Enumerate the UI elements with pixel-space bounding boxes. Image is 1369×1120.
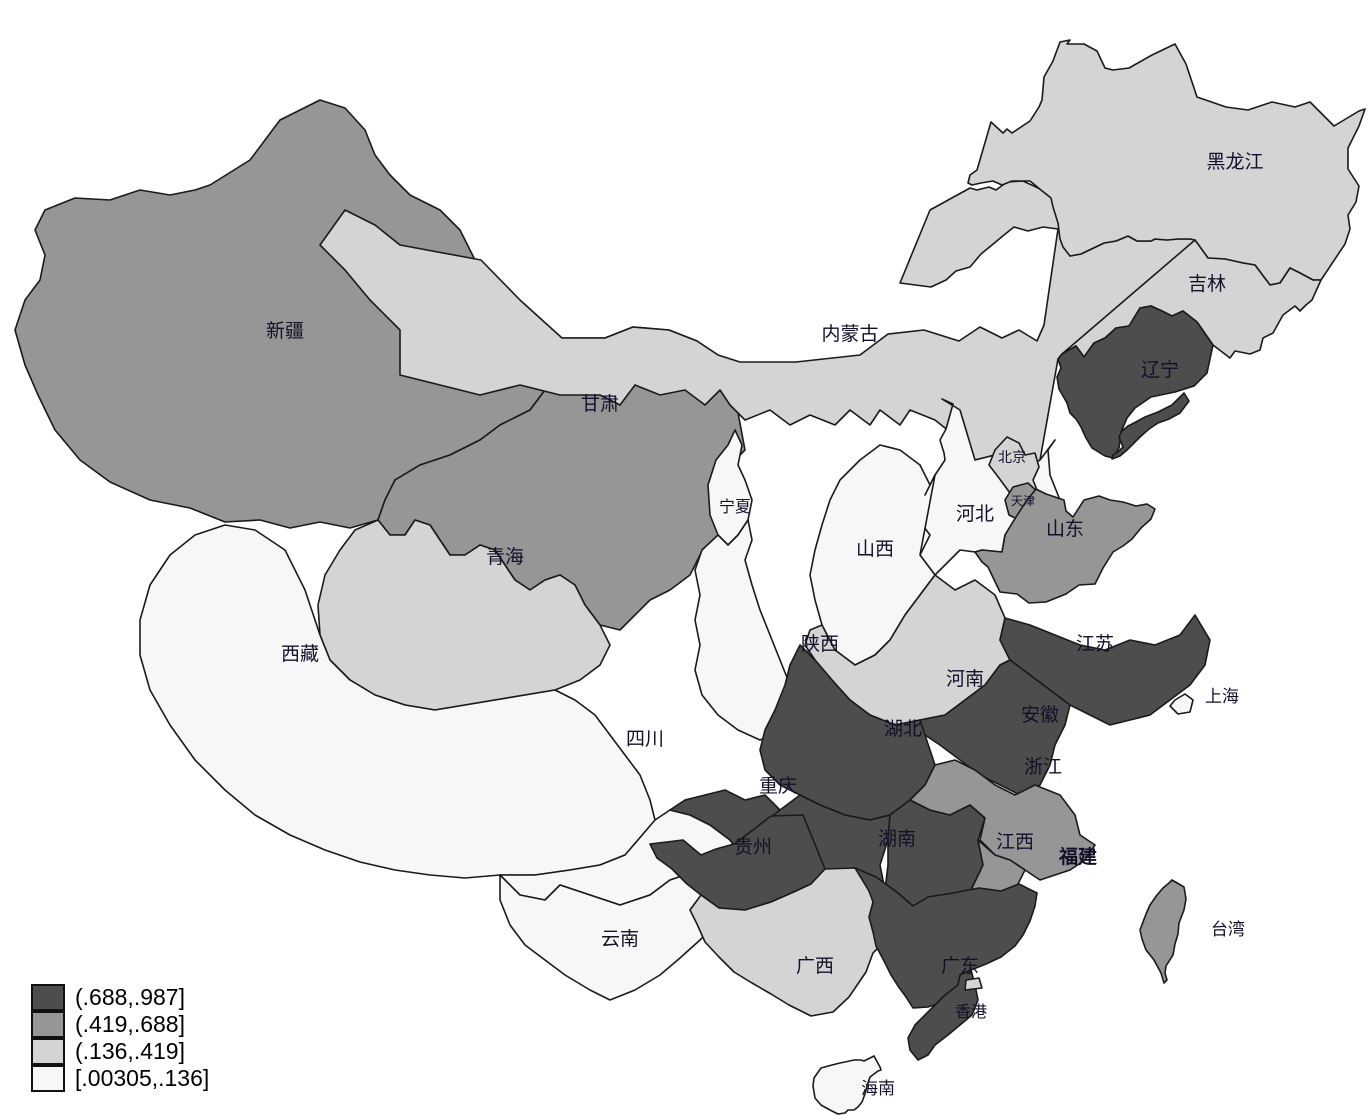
svg-text:天津: 天津 — [1011, 494, 1035, 508]
svg-text:广西: 广西 — [796, 955, 834, 977]
svg-text:湖南: 湖南 — [878, 828, 916, 850]
svg-text:湖北: 湖北 — [884, 718, 922, 740]
svg-text:上海: 上海 — [1205, 687, 1239, 706]
svg-text:广东: 广东 — [941, 955, 979, 977]
svg-text:内蒙古: 内蒙古 — [821, 323, 878, 345]
svg-text:山西: 山西 — [856, 538, 894, 560]
svg-text:吉林: 吉林 — [1188, 273, 1226, 295]
svg-text:辽宁: 辽宁 — [1141, 359, 1179, 381]
svg-text:新疆: 新疆 — [266, 320, 304, 342]
svg-text:四川: 四川 — [626, 729, 664, 750]
svg-text:河北: 河北 — [956, 503, 994, 525]
svg-text:安徽: 安徽 — [1021, 704, 1059, 726]
svg-text:江西: 江西 — [996, 831, 1034, 853]
svg-text:北京: 北京 — [998, 449, 1026, 465]
svg-text:西藏: 西藏 — [281, 643, 319, 665]
svg-text:台湾: 台湾 — [1211, 920, 1245, 939]
svg-text:河南: 河南 — [946, 668, 984, 690]
svg-text:宁夏: 宁夏 — [719, 498, 751, 516]
svg-text:山东: 山东 — [1046, 518, 1084, 540]
svg-text:甘肃: 甘肃 — [581, 393, 619, 415]
svg-text:陕西: 陕西 — [801, 633, 839, 655]
svg-text:江苏: 江苏 — [1076, 633, 1114, 655]
svg-text:海南: 海南 — [861, 1079, 895, 1098]
svg-text:青海: 青海 — [486, 546, 524, 568]
svg-text:福建: 福建 — [1058, 845, 1097, 868]
svg-text:重庆: 重庆 — [759, 775, 797, 797]
svg-text:贵州: 贵州 — [734, 836, 772, 858]
svg-text:香港: 香港 — [955, 1003, 987, 1021]
svg-text:黑龙江: 黑龙江 — [1206, 151, 1263, 173]
svg-text:云南: 云南 — [601, 928, 639, 950]
svg-text:浙江: 浙江 — [1024, 756, 1062, 778]
